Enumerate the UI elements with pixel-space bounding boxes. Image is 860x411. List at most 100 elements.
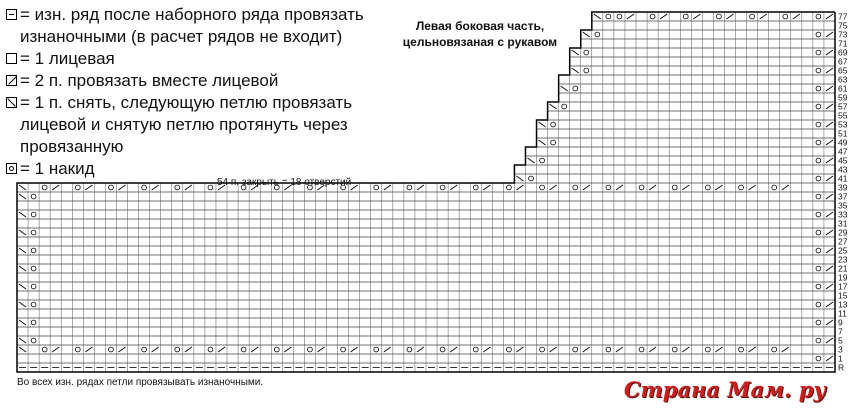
ssk-backslash-icon — [6, 97, 17, 108]
chart-row — [514, 164, 836, 175]
yarn-over-mark — [815, 193, 822, 200]
footnote: Во всех изн. рядах петли провязывать изн… — [17, 377, 264, 388]
k2tog-mark — [483, 184, 491, 191]
yarn-over-mark — [373, 346, 380, 353]
k2tog-mark — [317, 346, 325, 353]
legend: = изн. ряд после наборного ряда провязат… — [6, 4, 386, 180]
row-label: 71 — [838, 39, 848, 49]
yarn-over-mark — [815, 31, 822, 38]
row-label: 11 — [838, 309, 847, 319]
k2tog-mark — [582, 346, 591, 353]
ssk-mark — [18, 337, 27, 344]
yarn-over-mark — [815, 319, 822, 326]
yarn-over-mark — [561, 103, 567, 110]
chart-row — [536, 128, 836, 139]
k2tog-mark — [118, 184, 126, 191]
row-label: 9 — [838, 318, 843, 328]
legend-text: = изн. ряд после наборного ряда провязат… — [20, 5, 364, 46]
k2tog-mark — [825, 157, 834, 164]
row-label: 7 — [838, 327, 843, 337]
yarn-over-mark — [749, 13, 755, 20]
yarn-over-mark — [174, 346, 181, 353]
chart-row — [558, 92, 836, 103]
yarn-over-mark — [30, 229, 37, 236]
yarn-over-mark — [41, 346, 48, 353]
yarn-over-mark — [594, 31, 601, 38]
k2tog-mark — [759, 13, 767, 20]
k2tog-mark — [792, 13, 801, 20]
k2tog-mark — [825, 319, 834, 326]
yarn-over-mark — [30, 337, 37, 344]
yarn-over-mark — [207, 346, 214, 353]
yarn-over-mark — [815, 337, 822, 344]
k2tog-mark — [825, 283, 834, 290]
ssk-mark — [527, 157, 535, 164]
yarn-over-mark — [30, 247, 37, 254]
k2tog-mark — [85, 184, 93, 191]
row-label: 69 — [838, 48, 848, 58]
ssk-mark — [18, 229, 27, 236]
k2tog-mark — [350, 346, 358, 353]
yarn-over-mark — [550, 139, 556, 146]
k2tog-mark — [648, 346, 657, 353]
k2tog-mark — [582, 184, 591, 191]
row-label: 59 — [838, 93, 848, 103]
k2tog-mark — [825, 121, 834, 128]
k2tog-mark — [416, 184, 425, 191]
k2tog-mark — [626, 13, 635, 20]
yarn-over-mark — [583, 67, 590, 74]
yarn-over-mark — [771, 184, 778, 191]
k2tog-mark — [449, 184, 458, 191]
yarn-over-mark — [539, 346, 545, 353]
yarn-over-mark — [30, 283, 37, 290]
ssk-mark — [538, 121, 546, 128]
legend-item-knit: = 1 лицевая — [6, 48, 386, 70]
k2tog-mark — [825, 355, 834, 362]
yarn-over-mark — [815, 355, 822, 362]
yarn-over-mark — [108, 184, 114, 191]
chart-row — [536, 137, 836, 148]
row-label: 73 — [838, 30, 848, 40]
k2tog-mark — [449, 346, 458, 353]
chart-title: Левая боковая часть, цельновязаная с рук… — [380, 18, 580, 50]
yarn-over-mark — [738, 184, 744, 191]
chart-row — [580, 29, 836, 40]
k2tog-mark — [715, 184, 723, 191]
yarn-over-mark — [605, 184, 612, 191]
k2tog-mark — [748, 184, 756, 191]
chart-outline — [16, 11, 836, 373]
yarn-over-mark — [472, 184, 479, 191]
k2tog-mark — [184, 346, 193, 353]
k2tog-mark — [217, 346, 226, 353]
k2tog-mark — [350, 184, 358, 191]
ssk-mark — [18, 283, 27, 290]
yarn-over-mark — [815, 211, 822, 218]
k2tog-mark — [648, 184, 657, 191]
row-label: 75 — [838, 21, 848, 31]
k2tog-mark — [284, 346, 292, 353]
yarn-over-circle-icon — [6, 163, 17, 174]
ssk-mark — [571, 49, 579, 56]
yarn-over-mark — [671, 184, 678, 191]
legend-text: = 1 накид — [20, 159, 95, 178]
chart-row — [558, 74, 836, 85]
row-label: 47 — [838, 147, 848, 157]
yarn-over-mark — [373, 184, 380, 191]
k2tog-mark — [682, 184, 690, 191]
yarn-over-mark — [616, 13, 623, 20]
row-label: 41 — [838, 174, 848, 184]
k2tog-mark — [825, 337, 834, 344]
ssk-mark — [538, 139, 546, 146]
legend-item-yo: = 1 накид — [6, 158, 386, 180]
k2tog-mark — [250, 184, 259, 191]
chart-title-line: цельновязаная с рукавом — [402, 35, 558, 49]
yarn-over-mark — [439, 346, 446, 353]
yarn-over-mark — [340, 184, 346, 191]
k2tog-mark — [825, 103, 834, 110]
row-label: 15 — [838, 291, 848, 301]
bind-off-note: 54 п. закрыть = 18 отверстий — [217, 177, 352, 188]
row-label: 39 — [838, 183, 848, 193]
chart-symbols — [18, 13, 834, 368]
k2tog-mark — [825, 247, 834, 254]
row-label: 21 — [838, 264, 848, 274]
